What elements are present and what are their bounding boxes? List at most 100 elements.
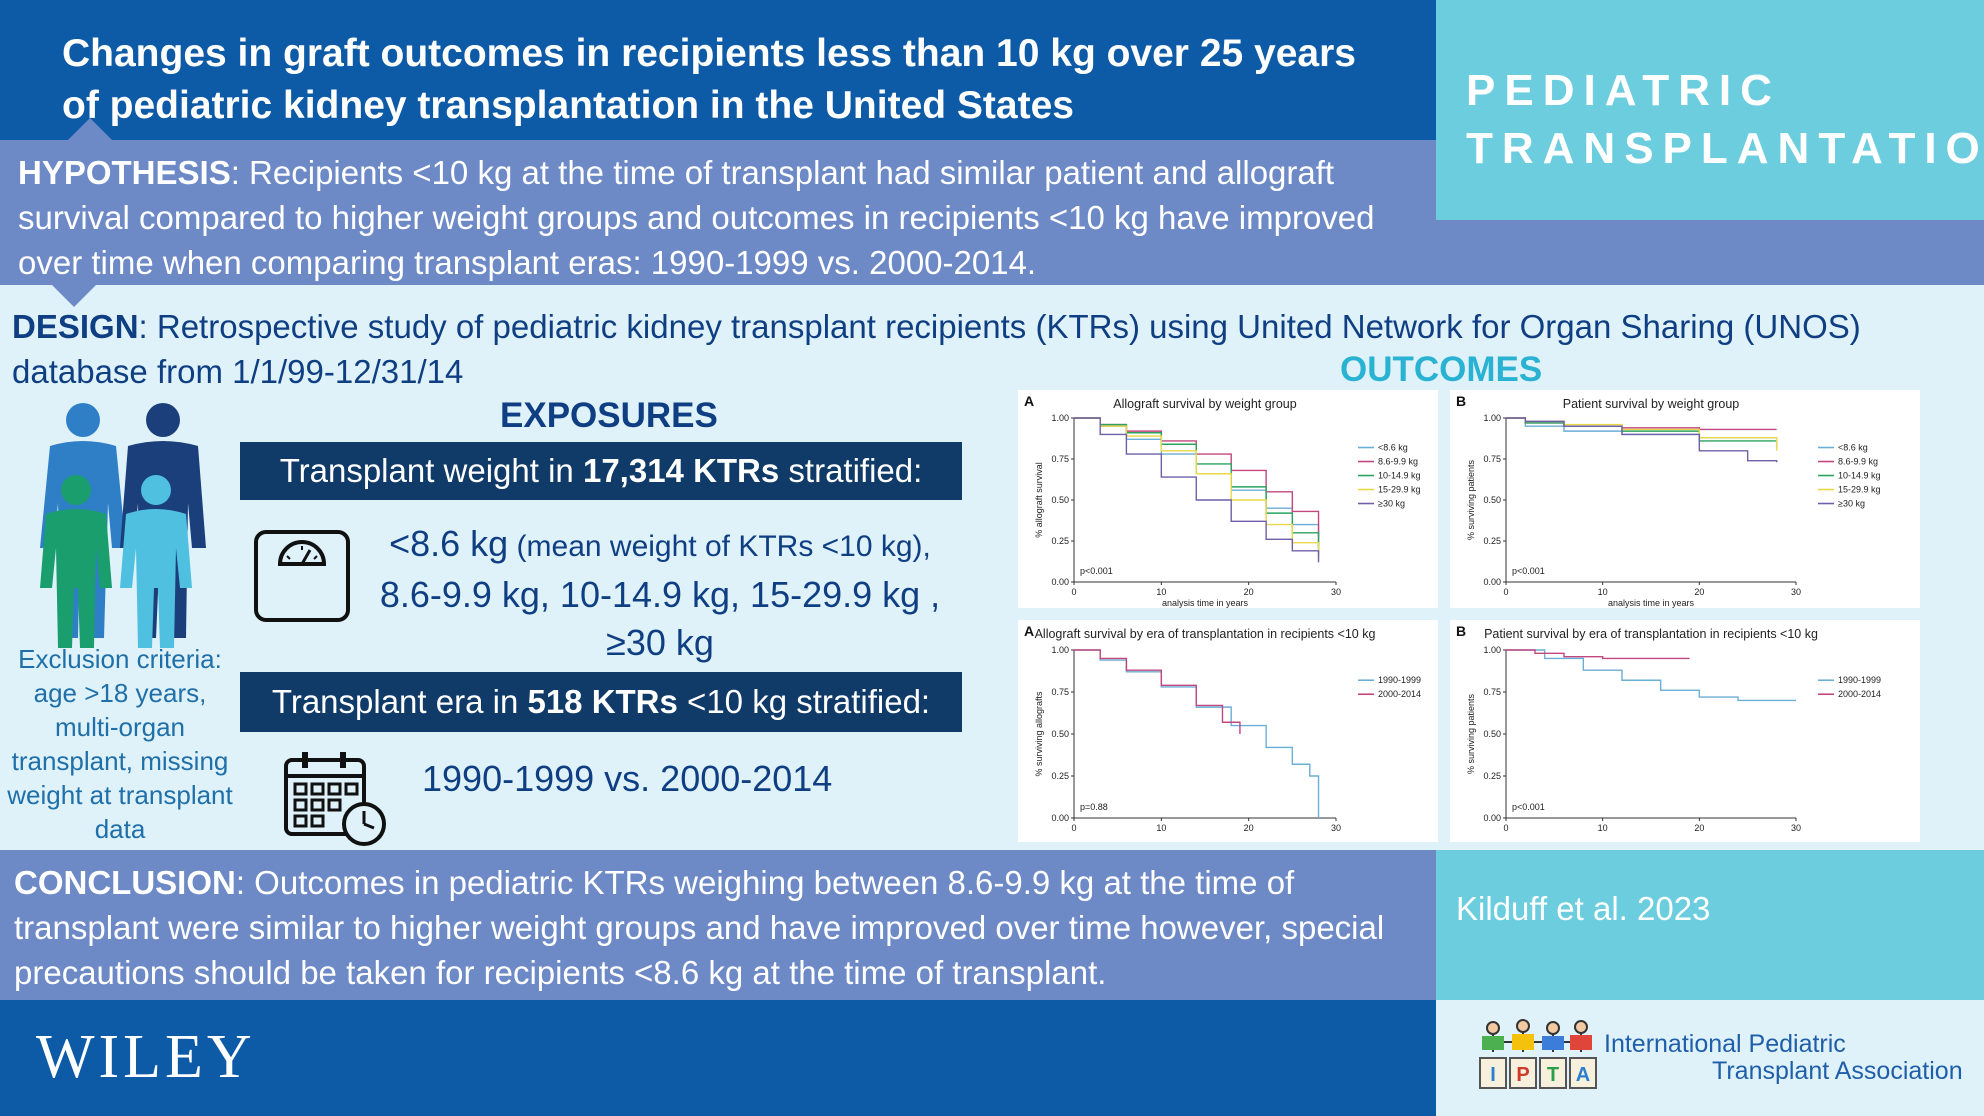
- y-tick-label: 0.00: [1483, 577, 1501, 587]
- weight-box-pre: Transplant weight in: [279, 452, 583, 489]
- top-banner: [0, 0, 1436, 140]
- chart-panel-allograft-weight: A Allograft survival by weight group 0.00 0…: [1018, 390, 1438, 608]
- x-tick-label: 0: [1071, 587, 1076, 597]
- x-axis-label: analysis time in years: [1162, 598, 1249, 608]
- ipta-logo-icon: I P T A: [1479, 1019, 1597, 1089]
- x-tick-label: 10: [1598, 587, 1608, 597]
- weight-box-count: 17,314 KTRs: [582, 452, 780, 489]
- series-line-2000-2014: [1074, 649, 1241, 734]
- chart-title: Patient survival by weight group: [1563, 397, 1740, 411]
- p-value-annotation: p<0.001: [1080, 566, 1113, 576]
- x-tick-label: 0: [1503, 587, 1508, 597]
- y-tick-label: 0.75: [1483, 454, 1501, 464]
- journal-box: [1436, 0, 1984, 220]
- y-tick-label: 1.00: [1483, 645, 1501, 655]
- hypothesis-notch-bottom: [52, 285, 96, 307]
- era-box-pre: Transplant era in: [271, 683, 528, 720]
- hypothesis-notch-top: [68, 118, 112, 140]
- weight-categories: <8.6 kg (mean weight of KTRs <10 kg), 8.…: [360, 520, 960, 667]
- legend-entry-8-6-9-9-kg: 8.6-9.9 kg: [1378, 457, 1418, 467]
- legend-entry-8-6-9-9-kg: 8.6-9.9 kg: [1838, 457, 1878, 467]
- era-box-post: <10 kg stratified:: [677, 683, 931, 720]
- page-title: Changes in graft outcomes in recipients …: [62, 32, 1356, 127]
- x-tick-label: 20: [1694, 823, 1704, 833]
- weight-category-first: <8.6 kg: [389, 523, 509, 564]
- outcomes-heading: OUTCOMES: [1340, 350, 1543, 389]
- weight-category-first-line: <8.6 kg (mean weight of KTRs <10 kg),: [360, 520, 960, 571]
- hypothesis-band: [0, 140, 1436, 285]
- journal-title-line2: TRANSPLANTATION: [1466, 124, 1984, 173]
- y-tick-label: 1.00: [1483, 413, 1501, 423]
- y-tick-label: 0.00: [1051, 577, 1069, 587]
- legend-entry-30-kg: ≥30 kg: [1378, 499, 1405, 509]
- exposures-heading: EXPOSURES: [500, 396, 718, 435]
- era-comparison: 1990-1999 vs. 2000-2014: [422, 758, 833, 799]
- panel-letter: A: [1024, 623, 1034, 639]
- chart-title: Allograft survival by weight group: [1113, 397, 1296, 411]
- y-tick-label: 0.25: [1051, 536, 1069, 546]
- x-tick-label: 10: [1156, 587, 1166, 597]
- legend-entry-10-14-9-kg: 10-14.9 kg: [1378, 471, 1421, 481]
- conclusion-text: CONCLUSION: Outcomes in pediatric KTRs w…: [14, 860, 1424, 995]
- y-tick-label: 0.25: [1483, 536, 1501, 546]
- y-tick-label: 0.00: [1051, 813, 1069, 823]
- x-tick-label: 20: [1244, 587, 1254, 597]
- legend-entry-1990-1999: 1990-1999: [1378, 675, 1421, 685]
- x-tick-label: 20: [1244, 823, 1254, 833]
- legend-entry-10-14-9-kg: 10-14.9 kg: [1838, 471, 1881, 481]
- panel-letter: A: [1024, 393, 1034, 409]
- chart-title: Patient survival by era of transplantati…: [1484, 627, 1818, 641]
- bottom-band: [0, 1000, 1436, 1116]
- series-line-2000-2014: [1506, 649, 1690, 660]
- y-tick-label: 0.25: [1051, 771, 1069, 781]
- series-line-1990-1999: [1074, 649, 1320, 818]
- series-line-30-kg: [1074, 417, 1320, 563]
- y-axis-label: % surviving patients: [1466, 693, 1476, 774]
- y-tick-label: 1.00: [1051, 645, 1069, 655]
- y-tick-label: 0.50: [1483, 729, 1501, 739]
- y-tick-label: 0.75: [1051, 454, 1069, 464]
- x-tick-label: 30: [1791, 823, 1801, 833]
- x-tick-label: 20: [1694, 587, 1704, 597]
- x-tick-label: 30: [1331, 823, 1341, 833]
- y-tick-label: 1.00: [1051, 413, 1069, 423]
- weight-box-post: stratified:: [779, 452, 923, 489]
- scale-icon: [254, 530, 350, 622]
- y-tick-label: 0.25: [1483, 771, 1501, 781]
- x-tick-label: 10: [1156, 823, 1166, 833]
- p-value-annotation: p=0.88: [1080, 802, 1108, 812]
- hypothesis-text: HYPOTHESIS: Recipients <10 kg at the tim…: [18, 150, 1428, 285]
- y-tick-label: 0.75: [1483, 687, 1501, 697]
- p-value-annotation: p<0.001: [1512, 566, 1545, 576]
- hypothesis-label: HYPOTHESIS: [18, 154, 231, 191]
- y-axis-label: % surviving allografts: [1034, 691, 1044, 777]
- ipta-letter-t: T: [1547, 1064, 1559, 1086]
- series-line-30-kg: [1506, 417, 1778, 463]
- legend-entry-30-kg: ≥30 kg: [1838, 499, 1865, 509]
- weight-category-rest: 8.6-9.9 kg, 10-14.9 kg, 15-29.9 kg , ≥30…: [379, 574, 941, 663]
- ipta-letter-p: P: [1516, 1064, 1529, 1086]
- legend-entry-8-6-kg: <8.6 kg: [1838, 443, 1868, 453]
- design-text: DESIGN: Retrospective study of pediatric…: [12, 304, 1972, 394]
- chart-panel-allograft-era: A Allograft survival by era of transplant…: [1018, 620, 1438, 842]
- x-tick-label: 30: [1791, 587, 1801, 597]
- series-line-8-6-9-9-kg: [1506, 417, 1777, 431]
- series-line-1990-1999: [1506, 649, 1796, 702]
- citation: Kilduff et al. 2023: [1456, 890, 1711, 927]
- publisher-logo: WILEY: [36, 1023, 256, 1091]
- weight-stratification-box: Transplant weight in 17,314 KTRs stratif…: [240, 442, 962, 500]
- legend-entry-8-6-kg: <8.6 kg: [1378, 443, 1408, 453]
- chart-allograft-weight: A Allograft survival by weight group0.000…: [1024, 393, 1421, 608]
- y-tick-label: 0.75: [1051, 687, 1069, 697]
- journal-title-line1: PEDIATRIC: [1466, 66, 1781, 115]
- p-value-annotation: p<0.001: [1512, 802, 1545, 812]
- calendar-icon: [284, 752, 386, 846]
- ipta-letter-a: A: [1576, 1064, 1590, 1086]
- y-axis-label: % allograft survival: [1034, 462, 1044, 538]
- legend-entry-15-29-9-kg: 15-29.9 kg: [1378, 485, 1421, 495]
- y-tick-label: 0.00: [1483, 813, 1501, 823]
- y-tick-label: 0.50: [1051, 729, 1069, 739]
- legend-entry-15-29-9-kg: 15-29.9 kg: [1838, 485, 1881, 495]
- y-axis-label: % surviving patients: [1466, 459, 1476, 540]
- hypothesis-band-right: [1436, 220, 1984, 285]
